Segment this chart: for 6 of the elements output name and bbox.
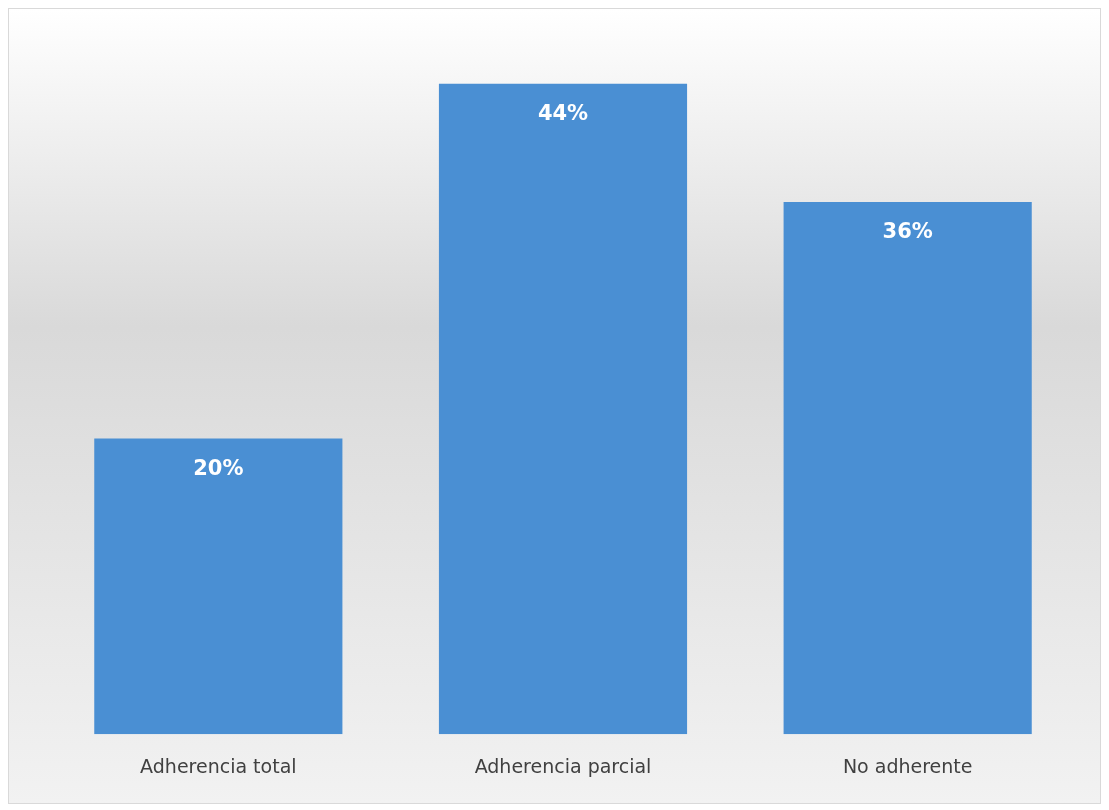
x-tick-label: Adherencia parcial <box>474 754 652 777</box>
data-label: 44% <box>537 100 589 125</box>
x-tick-label: Adherencia total <box>140 754 297 777</box>
x-tick-label: No adherente <box>842 754 973 777</box>
data-label: 20% <box>193 455 244 480</box>
data-label: 36% <box>882 218 933 243</box>
